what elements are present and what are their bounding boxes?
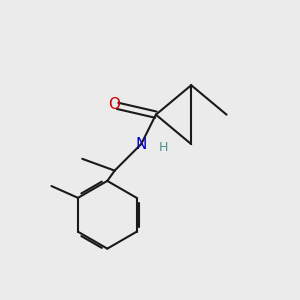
Text: N: N xyxy=(136,136,147,152)
Text: H: H xyxy=(159,141,168,154)
Text: O: O xyxy=(108,97,120,112)
